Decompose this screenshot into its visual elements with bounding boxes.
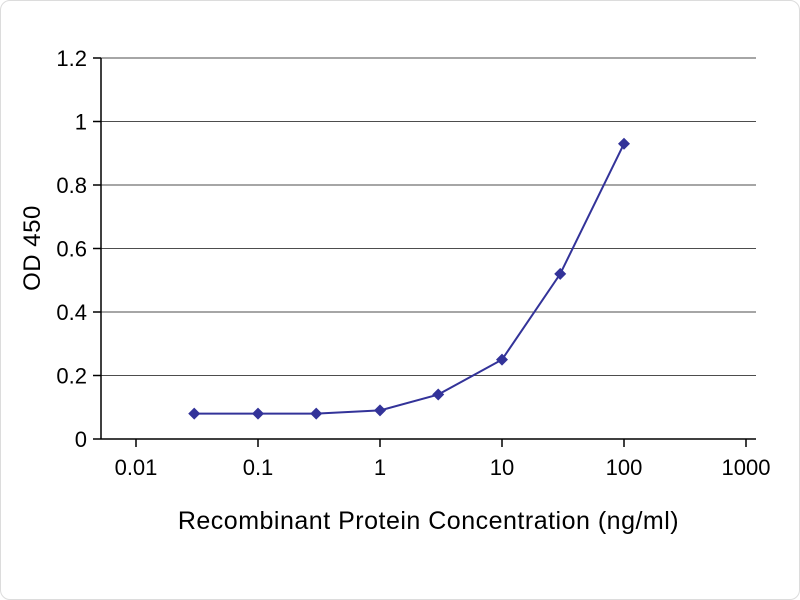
y-tick-label: 0.8	[56, 173, 87, 198]
data-point-marker	[554, 267, 567, 280]
x-tick-label: 100	[606, 455, 643, 480]
x-axis-title: Recombinant Protein Concentration (ng/ml…	[177, 507, 680, 535]
data-point-marker	[188, 407, 201, 420]
data-point-marker	[496, 353, 508, 366]
x-tick-label: 1000	[722, 455, 771, 480]
data-point-marker	[618, 137, 630, 150]
data-point-marker	[374, 404, 386, 417]
x-tick-label: 10	[490, 455, 514, 480]
y-tick-label: 0.6	[56, 237, 87, 262]
y-tick-label: 0	[75, 427, 87, 452]
x-tick-label: 0.01	[115, 455, 158, 480]
y-tick-label: 0.4	[56, 300, 87, 325]
data-point-marker	[432, 388, 445, 401]
y-tick-label: 1.2	[56, 46, 87, 71]
x-tick-label: 1	[374, 455, 386, 480]
y-tick-label: 1	[75, 110, 87, 135]
y-axis-title: OD 450	[19, 205, 46, 291]
data-point-marker	[310, 407, 323, 420]
x-tick-label: 0.1	[243, 455, 274, 480]
series-line	[194, 143, 625, 415]
y-tick-label: 0.2	[56, 364, 87, 389]
data-point-marker	[252, 407, 264, 420]
